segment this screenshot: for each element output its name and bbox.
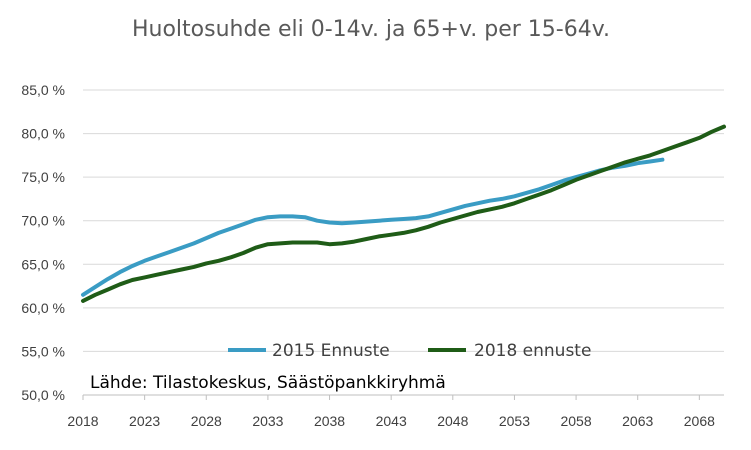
y-tick-label: 55,0 % bbox=[21, 343, 65, 359]
x-tick-label: 2053 bbox=[499, 413, 530, 429]
series-lines bbox=[81, 124, 726, 303]
chart-title: Huoltosuhde eli 0-14v. ja 65+v. per 15-6… bbox=[132, 17, 610, 42]
legend-label: 2018 ennuste bbox=[474, 341, 591, 361]
y-tick-label: 70,0 % bbox=[21, 213, 65, 229]
x-tick-label: 2048 bbox=[437, 413, 468, 429]
series-line-1 bbox=[81, 157, 665, 297]
y-tick-label: 85,0 % bbox=[21, 82, 65, 98]
x-tick-label: 2028 bbox=[191, 413, 222, 429]
source-note: Lähde: Tilastokeskus, Säästöpankkiryhmä bbox=[90, 373, 446, 393]
x-tick-label: 2063 bbox=[622, 413, 653, 429]
legend-label: 2015 Ennuste bbox=[272, 341, 390, 361]
x-tick-label: 2023 bbox=[129, 413, 160, 429]
y-tick-label: 80,0 % bbox=[21, 126, 65, 142]
x-axis-ticks: 2018 2023 2028 2033 2038 2043 2048 2053 2058 2063… bbox=[67, 395, 715, 429]
x-tick-label: 2058 bbox=[560, 413, 591, 429]
y-tick-label: 65,0 % bbox=[21, 256, 65, 272]
x-tick-label: 2068 bbox=[684, 413, 715, 429]
chart-legend: 2015 Ennuste 2018 ennuste bbox=[228, 341, 591, 361]
x-tick-label: 2018 bbox=[67, 413, 98, 429]
series-line-2 bbox=[81, 124, 726, 303]
y-axis-ticks: 50,0 % 55,0 % 60,0 % 65,0 % 70,0 % 75,0 % 80,0… bbox=[21, 82, 65, 403]
gridlines bbox=[83, 89, 724, 352]
x-tick-label: 2033 bbox=[252, 413, 283, 429]
x-tick-label: 2043 bbox=[376, 413, 407, 429]
y-tick-label: 60,0 % bbox=[21, 300, 65, 316]
y-tick-label: 75,0 % bbox=[21, 169, 65, 185]
y-tick-label: 50,0 % bbox=[21, 387, 65, 403]
x-tick-label: 2038 bbox=[314, 413, 345, 429]
